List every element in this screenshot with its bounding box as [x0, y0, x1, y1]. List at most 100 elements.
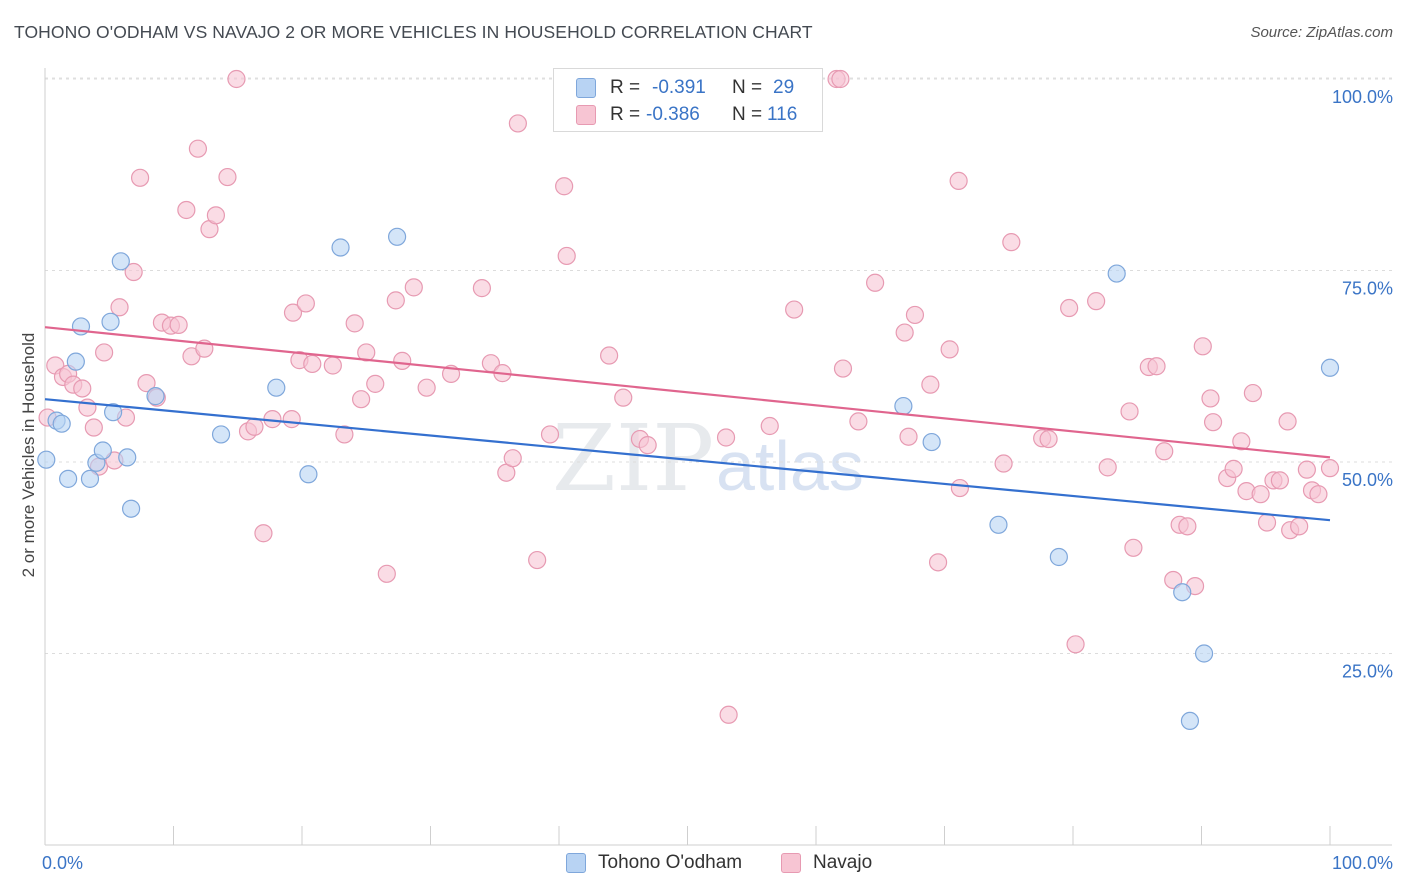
navajo-point: [719, 705, 738, 724]
tohono-point: [93, 441, 112, 460]
tohono-swatch: [576, 78, 596, 98]
tohono-point: [922, 432, 941, 452]
navajo-point: [1257, 513, 1277, 532]
navajo-point: [949, 171, 968, 190]
navajo-point: [540, 425, 560, 444]
navajo-point: [1060, 298, 1079, 318]
grid: [45, 77, 1392, 654]
tohono-point: [1049, 547, 1068, 567]
navajo-point: [296, 294, 315, 313]
navajo-point: [940, 340, 959, 359]
navajo-point: [377, 564, 396, 583]
tohono-point: [111, 252, 130, 271]
navajo-point: [124, 262, 143, 282]
tohono-point: [299, 465, 318, 484]
navajo-point: [1087, 292, 1106, 311]
navajo-point: [1164, 570, 1183, 590]
navajo-point: [282, 410, 301, 429]
n-label: N =: [732, 104, 763, 125]
tohono-point: [121, 499, 141, 518]
tick-labels: 25.0% 50.0% 75.0% 100.0% 0.0% 100.0%: [42, 87, 1393, 873]
navajo-point: [905, 305, 925, 325]
navajo-point: [177, 200, 196, 220]
navajo-point: [472, 279, 491, 298]
tohono-point: [387, 227, 407, 246]
navajo-point: [218, 167, 237, 187]
navajo-point: [1193, 337, 1212, 356]
navajo-point: [245, 417, 264, 436]
x-tick-label-min: 0.0%: [42, 853, 83, 873]
navajo-point: [84, 418, 103, 437]
navajo-point: [1178, 517, 1197, 536]
navajo-point: [831, 69, 850, 89]
tohono-point: [267, 378, 286, 397]
navajo-point: [1309, 485, 1328, 504]
navajo-point: [188, 139, 208, 158]
navajo-point: [1155, 442, 1174, 461]
navajo-point: [1124, 538, 1143, 557]
tohono-points: [37, 227, 1340, 731]
y-tick-label: 25.0%: [1342, 662, 1393, 682]
navajo-point: [386, 291, 405, 310]
source-credit: Source: ZipAtlas.com: [1250, 24, 1393, 41]
navajo-point: [1039, 429, 1058, 449]
watermark-atlas: atlas: [716, 427, 864, 505]
navajo-point: [1147, 357, 1166, 376]
navajo-point: [227, 69, 246, 89]
navajo-point: [1251, 485, 1270, 504]
y-tick-label: 100.0%: [1332, 87, 1393, 107]
y-tick-label: 50.0%: [1342, 470, 1393, 490]
x-tick-label-max: 100.0%: [1332, 853, 1393, 873]
navajo-point: [638, 436, 657, 455]
navajo-point: [1120, 402, 1139, 421]
navajo-point: [169, 315, 188, 334]
r-value: -0.386: [646, 104, 700, 125]
navajo-point: [1278, 412, 1297, 431]
r-label: R =: [610, 77, 641, 98]
y-axis-label: 2 or more Vehicles in Household: [19, 333, 38, 578]
navajo-point: [555, 177, 574, 196]
navajo-point: [994, 454, 1013, 473]
tohono-legend-swatch: [566, 853, 586, 873]
tohono-point: [101, 312, 120, 331]
r-value: -0.391: [652, 77, 706, 98]
tohono-point: [211, 425, 231, 444]
navajo-point: [393, 351, 412, 370]
tohono-point: [80, 469, 100, 488]
navajo-point: [1290, 517, 1309, 536]
chart-title: TOHONO O'ODHAM VS NAVAJO 2 OR MORE VEHIC…: [14, 22, 813, 42]
navajo-point: [206, 206, 226, 225]
navajo-point: [528, 550, 547, 570]
navajo-point: [1201, 389, 1220, 408]
tohono-point: [52, 414, 71, 433]
tohono-point: [59, 469, 78, 488]
tohono-point: [1107, 264, 1126, 283]
tohono-point: [37, 450, 56, 469]
navajo-point: [254, 524, 273, 543]
navajo-point: [785, 300, 804, 319]
navajo-point: [323, 356, 342, 375]
navajo-point: [357, 343, 376, 362]
navajo-point: [366, 374, 385, 393]
navajo-point: [1098, 458, 1117, 477]
navajo-point: [110, 298, 129, 317]
watermark: ZIP atlas: [552, 405, 864, 512]
navajo-point: [899, 427, 918, 446]
tohono-point: [146, 387, 165, 406]
n-label: N =: [732, 77, 763, 98]
navajo-legend-label: Navajo: [813, 852, 873, 873]
navajo-point: [1203, 413, 1223, 432]
navajo-point: [928, 553, 948, 572]
navajo-point: [1224, 459, 1243, 478]
navajo-point: [716, 428, 736, 447]
navajo-legend-swatch: [781, 853, 801, 873]
n-value: 116: [767, 104, 798, 125]
navajo-point: [1002, 233, 1021, 252]
navajo-point: [557, 246, 576, 266]
navajo-point: [352, 390, 371, 409]
navajo-points: [38, 69, 1340, 724]
navajo-point: [950, 478, 970, 498]
navajo-point: [137, 374, 156, 393]
tohono-point: [1173, 583, 1192, 602]
